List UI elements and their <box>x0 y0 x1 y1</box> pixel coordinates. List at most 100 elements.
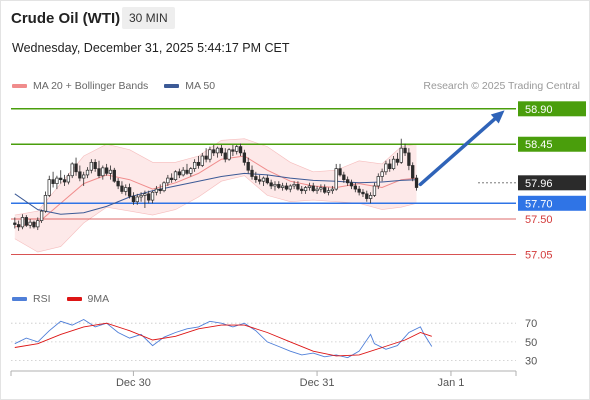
candle <box>368 192 373 204</box>
timeframe-badge[interactable]: 30 MIN <box>122 7 175 29</box>
candle <box>43 191 48 213</box>
bollinger-swatch <box>12 84 27 88</box>
arrow-shaft <box>418 117 497 187</box>
candle-body-up <box>162 182 166 192</box>
candle <box>143 190 147 208</box>
datetime-label: Wednesday, December 31, 2025 5:44:17 PM … <box>12 41 290 55</box>
candle <box>365 190 369 202</box>
rsi-line <box>14 318 433 359</box>
candle <box>89 159 93 174</box>
candle <box>127 183 132 199</box>
candle <box>74 157 78 176</box>
candle <box>124 184 128 196</box>
rsi-ma-line <box>14 322 432 357</box>
candle-body-up <box>330 188 335 192</box>
rsi-tick-30: 30 <box>525 356 537 368</box>
candle <box>170 173 174 183</box>
candle-body-down <box>120 185 124 192</box>
candle <box>154 185 159 196</box>
candle-body-down <box>323 187 327 193</box>
candle-body-down <box>158 188 162 192</box>
candle-body-up <box>143 193 147 196</box>
candle-body-down <box>254 176 258 181</box>
candle <box>78 165 82 182</box>
candle <box>311 182 315 193</box>
level-label-58.90: 58.90 <box>525 104 553 116</box>
candle <box>185 163 189 175</box>
candle-body-up <box>28 221 32 226</box>
candle-body-down <box>414 177 419 188</box>
candle <box>55 175 59 190</box>
candle <box>235 145 239 155</box>
candle <box>380 168 384 182</box>
candle-body-down <box>13 222 17 225</box>
candle <box>231 145 235 157</box>
candle-body-up <box>384 163 388 173</box>
candle <box>411 162 415 182</box>
candle <box>47 175 51 197</box>
candle <box>28 219 32 229</box>
candle-body-up <box>280 185 285 188</box>
candle-body-down <box>93 161 97 169</box>
rsi-tick-50: 50 <box>525 337 537 349</box>
candle <box>319 184 323 193</box>
candle <box>296 181 300 191</box>
legend-label-rsi: RSI <box>33 293 51 305</box>
candle <box>112 167 116 183</box>
source-credit: Research © 2025 Trading Central <box>423 80 580 92</box>
candle-body-up <box>303 187 308 192</box>
candle <box>120 181 124 194</box>
candle <box>219 145 224 157</box>
level-tag-58.45 <box>518 136 586 152</box>
bollinger-upper <box>14 138 417 216</box>
candle-body-down <box>147 193 151 201</box>
candle <box>338 163 342 177</box>
candle-body-up <box>334 168 338 190</box>
candle-body-down <box>353 185 357 190</box>
candle <box>215 146 220 158</box>
legend-item-rsi-ma: 9MA <box>66 293 110 305</box>
forecast-arrow <box>418 110 505 187</box>
candle-body-down <box>338 168 342 176</box>
candle-body-down <box>212 149 216 154</box>
candle-body-down <box>231 149 235 152</box>
candle-body-up <box>315 188 319 192</box>
candle <box>173 170 178 182</box>
candle <box>280 182 285 191</box>
candle <box>189 167 193 177</box>
candle <box>181 167 185 177</box>
candle-body-up <box>82 174 86 179</box>
candle-body-up <box>39 210 44 221</box>
candle-body-up <box>55 177 59 184</box>
level-label-58.45: 58.45 <box>525 139 553 151</box>
candle-body-down <box>177 171 181 176</box>
bollinger-bands <box>14 138 417 253</box>
candle <box>261 176 266 186</box>
legend-label-rsi-ma: 9MA <box>87 293 110 305</box>
candle-body-down <box>78 171 82 179</box>
candle <box>277 181 281 190</box>
candle <box>93 159 97 172</box>
legend-label-bollinger: MA 20 + Bollinger Bands <box>33 80 149 92</box>
x-tick-label: Jan 1 <box>438 377 465 389</box>
candle <box>403 143 407 157</box>
candle-body-up <box>292 184 296 187</box>
candle-body-down <box>116 180 120 187</box>
candle-body-up <box>85 169 90 176</box>
candle <box>116 178 120 190</box>
candle <box>17 220 21 231</box>
candle <box>353 182 357 193</box>
candle-body-up <box>192 161 197 169</box>
candle-body-down <box>196 161 201 166</box>
candle-body-up <box>181 169 185 176</box>
candle-body-down <box>284 185 289 190</box>
candle <box>104 163 109 176</box>
candle <box>147 190 151 204</box>
candle <box>292 181 296 190</box>
candle-body-up <box>47 179 51 196</box>
candle <box>349 179 354 190</box>
candle-body-up <box>227 149 231 160</box>
candle <box>376 173 380 190</box>
candle-body-down <box>223 152 227 160</box>
